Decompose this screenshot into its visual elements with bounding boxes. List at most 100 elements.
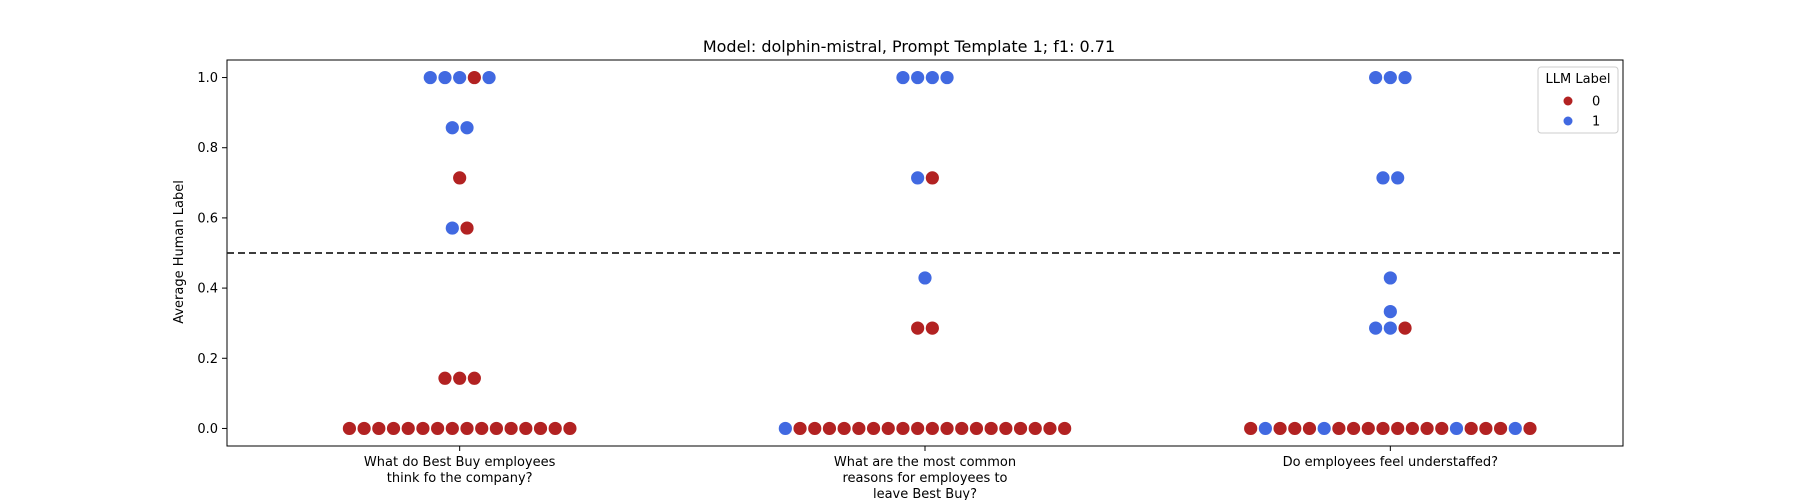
legend-entry-label: 1 bbox=[1592, 115, 1600, 130]
data-point bbox=[1376, 171, 1390, 185]
data-point bbox=[489, 421, 504, 436]
data-point bbox=[925, 70, 939, 85]
x-tick-label: What do Best Buy employees bbox=[364, 455, 556, 470]
y-axis-label: Average Human Label bbox=[172, 180, 187, 324]
data-point bbox=[911, 421, 925, 436]
data-point bbox=[1302, 421, 1317, 436]
y-tick-label: 0.8 bbox=[197, 141, 218, 156]
data-point bbox=[453, 70, 467, 85]
data-point bbox=[1435, 421, 1449, 436]
legend-marker bbox=[1563, 116, 1573, 126]
data-point bbox=[416, 421, 430, 436]
y-tick-label: 0.4 bbox=[197, 282, 218, 297]
chart-title: Model: dolphin-mistral, Prompt Template … bbox=[703, 37, 1115, 56]
legend-entry-label: 0 bbox=[1592, 95, 1600, 110]
data-point bbox=[1013, 421, 1028, 436]
legend: LLM Label 0 1 bbox=[1537, 66, 1619, 134]
data-point bbox=[778, 421, 792, 436]
data-point bbox=[445, 421, 459, 436]
data-point bbox=[519, 421, 533, 436]
data-point bbox=[1383, 70, 1397, 85]
data-point bbox=[1464, 421, 1478, 436]
data-point bbox=[984, 421, 998, 436]
data-point bbox=[896, 421, 910, 436]
data-point bbox=[1508, 421, 1522, 436]
data-point bbox=[822, 421, 837, 436]
data-point bbox=[1383, 321, 1397, 335]
data-point bbox=[1369, 70, 1383, 85]
data-point bbox=[940, 70, 954, 85]
data-point bbox=[918, 271, 932, 285]
data-point bbox=[1391, 171, 1405, 185]
data-point bbox=[1383, 305, 1397, 319]
data-point bbox=[533, 421, 548, 436]
data-point bbox=[866, 421, 881, 436]
data-point bbox=[1043, 421, 1057, 436]
data-point bbox=[1523, 421, 1537, 436]
y-tick-label: 1.0 bbox=[197, 71, 218, 86]
legend-marker bbox=[1563, 96, 1573, 106]
legend-box bbox=[1537, 66, 1619, 134]
data-point bbox=[925, 171, 939, 185]
data-point bbox=[911, 171, 925, 185]
data-point bbox=[467, 371, 481, 385]
data-point bbox=[372, 421, 386, 436]
x-tick-label: reasons for employees to bbox=[842, 471, 1007, 486]
legend-title: LLM Label bbox=[1546, 72, 1611, 87]
data-point bbox=[1376, 421, 1390, 436]
data-point bbox=[1449, 421, 1464, 436]
data-point bbox=[445, 121, 459, 135]
data-point bbox=[445, 221, 459, 235]
x-tick-label: think fo the company? bbox=[387, 471, 533, 486]
data-point bbox=[460, 121, 474, 135]
data-point bbox=[911, 70, 925, 85]
data-point bbox=[925, 421, 939, 436]
data-point bbox=[852, 421, 866, 436]
data-point bbox=[881, 421, 895, 436]
data-point bbox=[1244, 421, 1258, 436]
x-tick-label: leave Best Buy? bbox=[873, 487, 977, 500]
data-point bbox=[837, 421, 851, 436]
data-point bbox=[1288, 421, 1302, 436]
data-point bbox=[911, 321, 925, 335]
data-point bbox=[955, 421, 969, 436]
data-point bbox=[1391, 421, 1405, 436]
plot-area: 0.0 0.2 0.4 0.6 0.8 1.0 What do Best Buy emplo… bbox=[197, 59, 1624, 500]
data-point bbox=[1332, 421, 1346, 436]
x-tick-label: What are the most common bbox=[834, 455, 1016, 470]
data-point bbox=[453, 371, 467, 385]
x-tick-label: Do employees feel understaffed? bbox=[1283, 455, 1499, 470]
data-point bbox=[504, 421, 518, 436]
data-point bbox=[999, 421, 1013, 436]
data-point bbox=[1493, 421, 1508, 436]
data-point bbox=[453, 171, 467, 185]
data-point bbox=[1369, 321, 1383, 335]
data-point bbox=[342, 421, 357, 436]
data-point bbox=[438, 70, 452, 85]
data-point bbox=[1405, 421, 1419, 436]
y-tick-label: 0.0 bbox=[197, 422, 218, 437]
data-point bbox=[563, 421, 577, 436]
data-point bbox=[1273, 421, 1287, 436]
data-point bbox=[940, 421, 954, 436]
y-tick-label: 0.2 bbox=[197, 352, 218, 367]
y-tick-label: 0.6 bbox=[197, 211, 218, 226]
data-point bbox=[1058, 421, 1072, 436]
data-point bbox=[969, 421, 984, 436]
data-point bbox=[1398, 70, 1412, 85]
data-point bbox=[1479, 421, 1493, 436]
data-point bbox=[896, 70, 910, 85]
data-point bbox=[808, 421, 822, 436]
data-point bbox=[460, 221, 474, 235]
data-point bbox=[460, 421, 474, 436]
data-point bbox=[1346, 421, 1361, 436]
data-point bbox=[925, 321, 939, 335]
data-point bbox=[423, 70, 437, 85]
data-point bbox=[1028, 421, 1042, 436]
data-point bbox=[482, 70, 496, 85]
data-point bbox=[467, 70, 481, 85]
data-point bbox=[1398, 321, 1412, 335]
data-point bbox=[401, 421, 415, 436]
data-point bbox=[1361, 421, 1375, 436]
